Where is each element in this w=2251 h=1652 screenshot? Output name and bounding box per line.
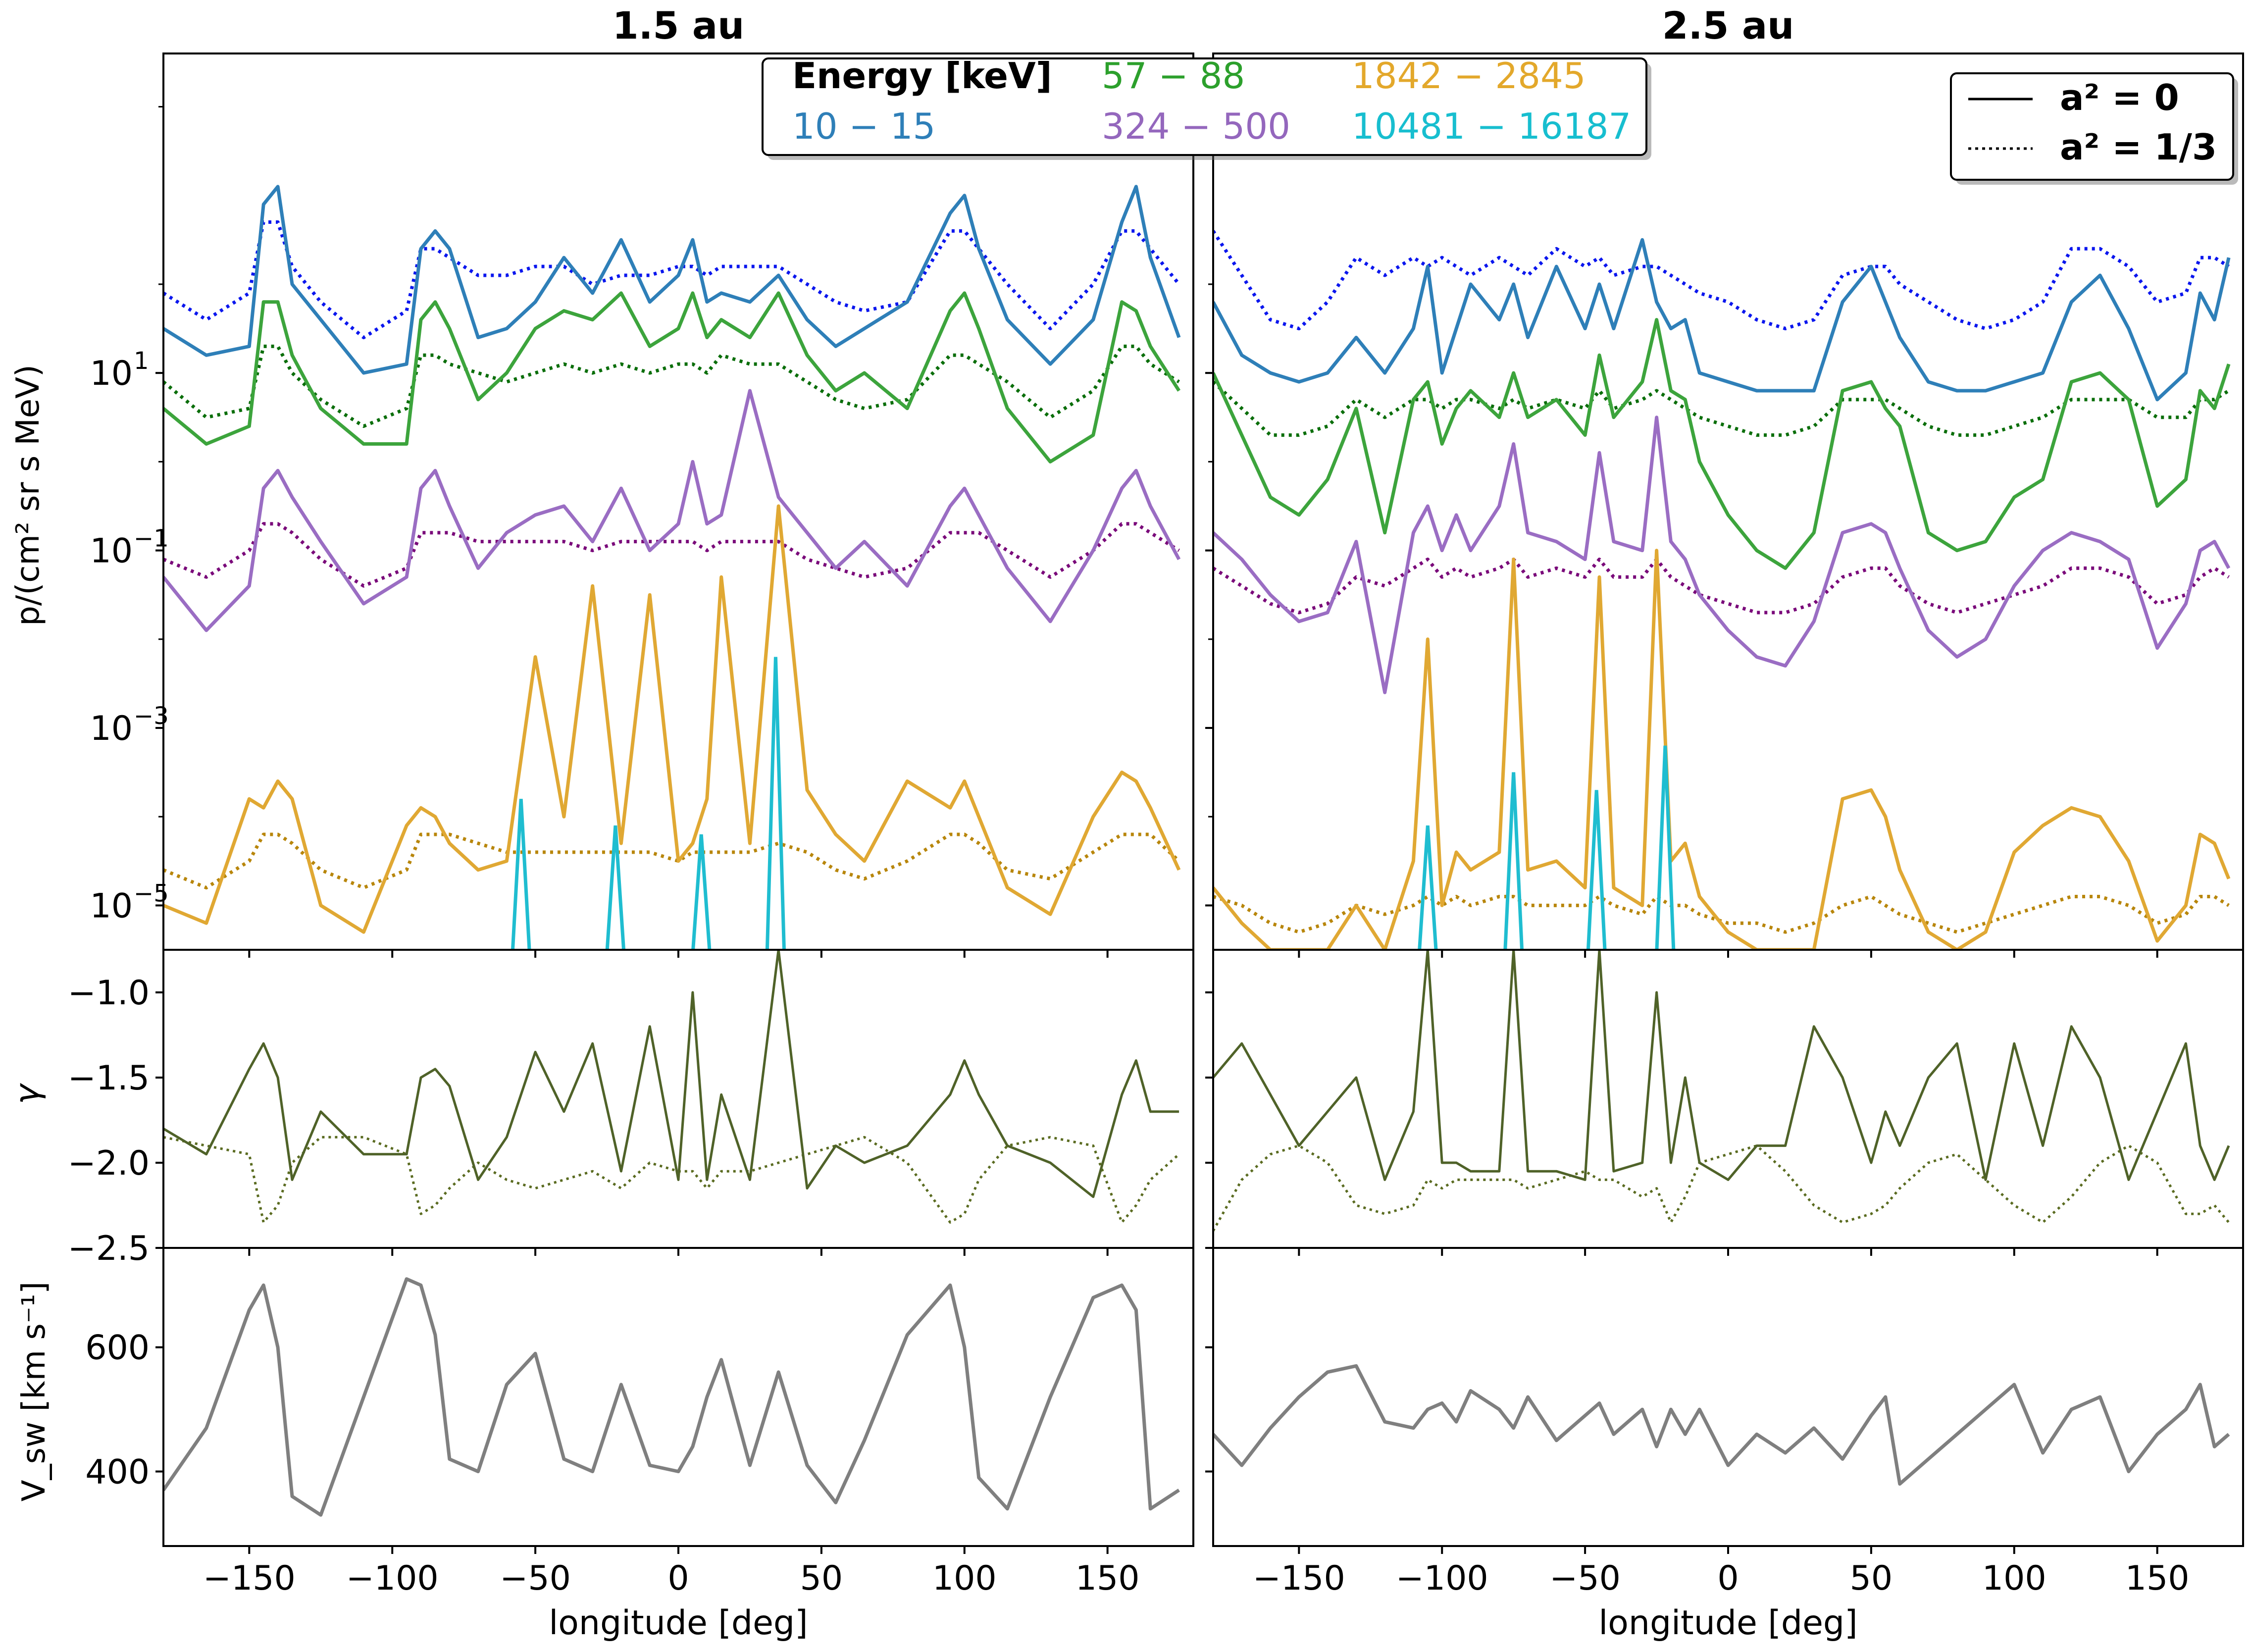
flux-line-10-15-a13-left [163,220,1180,339]
gamma-series-right [1213,950,2230,1232]
xtick-label-right-5: 100 [1982,1559,2046,1598]
energy-legend-entry-10481-16187: 10481 − 16187 [1352,105,1631,147]
vsw-series-left [163,1277,1180,1517]
xtick-label-left-5: 100 [932,1559,997,1598]
xtick-label-right-3: 0 [1717,1559,1739,1598]
xlabel-right: longitude [deg] [1598,1603,1857,1643]
style-legend: a² = 0 a² = 1/3 [1950,72,2238,185]
vsw-series-right [1213,1364,2230,1486]
panel-title-right: 2.5 au [1662,3,1794,48]
flux-spike-10481-16187-left-0 [511,799,531,950]
xtick-label-right-1: −100 [1396,1559,1488,1598]
panel-title-left: 1.5 au [613,3,744,48]
ytick-exponent-flux-0: 1 [134,347,149,375]
ytick-label-flux-1: 10 [90,532,133,571]
xtick-label-left-0: −150 [203,1559,296,1598]
energy-legend-entry-10-15: 10 − 15 [792,105,935,147]
flux-line-57-88-a0-left [163,291,1181,464]
flux-line-324-500-a0-left [163,389,1181,632]
flux-line-57-88-a13-right [1213,380,2230,437]
xtick-label-left-6: 150 [1075,1559,1140,1598]
flux-spike-10481-16187-right-1 [1503,772,1524,950]
gamma-line-a0-right [1213,950,2230,1181]
energy-legend-entry-1842-2845: 1842 − 2845 [1352,55,1586,97]
ytick-label-gamma-1: −1.5 [68,1059,150,1098]
xtick-label-right-6: 150 [2125,1559,2190,1598]
xtick-label-left-4: 50 [800,1559,843,1598]
ylabel-flux: p/(cm² sr s MeV) [10,364,47,626]
energy-legend-entry-324-500: 324 − 500 [1102,105,1290,147]
style-legend-label-a0: a² = 0 [2060,77,2179,118]
ytick-label-gamma-2: −2.0 [68,1144,150,1183]
flux-spike-10481-16187-right-2 [1586,790,1607,950]
ytick-label-flux-0: 10 [90,354,133,393]
flux-line-57-88-a13-left [163,344,1180,428]
xtick-label-right-4: 50 [1850,1559,1893,1598]
xtick-label-left-3: 0 [667,1559,689,1598]
ytick-exponent-flux-3: −5 [134,879,169,907]
style-legend-label-a13: a² = 1/3 [2060,126,2217,168]
ytick-label-flux-3: 10 [90,886,133,926]
flux-line-324-500-a13-left [163,522,1180,588]
ylabel-vsw: V_sw [km s⁻¹] [16,1282,52,1501]
gamma-series-left [163,950,1180,1224]
flux-spike-10481-16187-right-3 [1655,745,1676,950]
flux-spike-10481-16187-right-0 [1418,825,1438,950]
ytick-label-vsw-0: 400 [85,1453,150,1492]
flux-line-1842-2845-a13-right [1213,895,2230,934]
ylabel-gamma: γ [8,1083,47,1104]
vsw-line-left [163,1277,1180,1517]
xtick-label-right-2: −50 [1549,1559,1621,1598]
flux-spike-10481-16187-left-3 [765,657,786,950]
energy-legend: Energy [keV] 10 − 15 57 − 88 324 − 500 1… [762,55,1651,160]
ytick-exponent-flux-1: −1 [134,525,169,553]
flux-line-1842-2845-a0-left [163,504,1181,934]
gamma-line-a0-left [163,950,1179,1198]
ytick-exponent-flux-2: −3 [134,702,169,730]
xtick-label-right-0: −150 [1253,1559,1345,1598]
flux-line-324-500-a0-right [1213,415,2231,694]
ytick-label-flux-2: 10 [90,709,133,748]
flux-spike-10481-16187-left-1 [605,825,626,950]
flux-line-57-88-a0-right [1213,318,2231,570]
flux-series-left [163,185,1181,950]
xlabel-left: longitude [deg] [549,1603,808,1643]
ytick-label-gamma-0: −1.0 [68,974,150,1013]
flux-line-1842-2845-a0-right [1213,549,2231,950]
panel-right: −150 −100 −50 0 50 100 150 [1205,52,2244,1598]
flux-line-10-15-a0-left [163,185,1181,375]
energy-legend-title: Energy [keV] [792,55,1052,97]
flux-spike-10481-16187-left-2 [691,834,712,950]
xtick-label-left-1: −100 [346,1559,439,1598]
vsw-line-right [1213,1364,2230,1486]
energy-legend-frame [762,57,1647,156]
ytick-label-gamma-3: −2.5 [68,1229,150,1268]
energy-legend-entry-57-88: 57 − 88 [1102,55,1245,97]
ytick-label-vsw-1: 600 [85,1329,150,1368]
flux-line-10-15-a0-right [1213,238,2231,402]
flux-series-right [1213,230,2231,950]
xtick-label-left-2: −50 [500,1559,571,1598]
